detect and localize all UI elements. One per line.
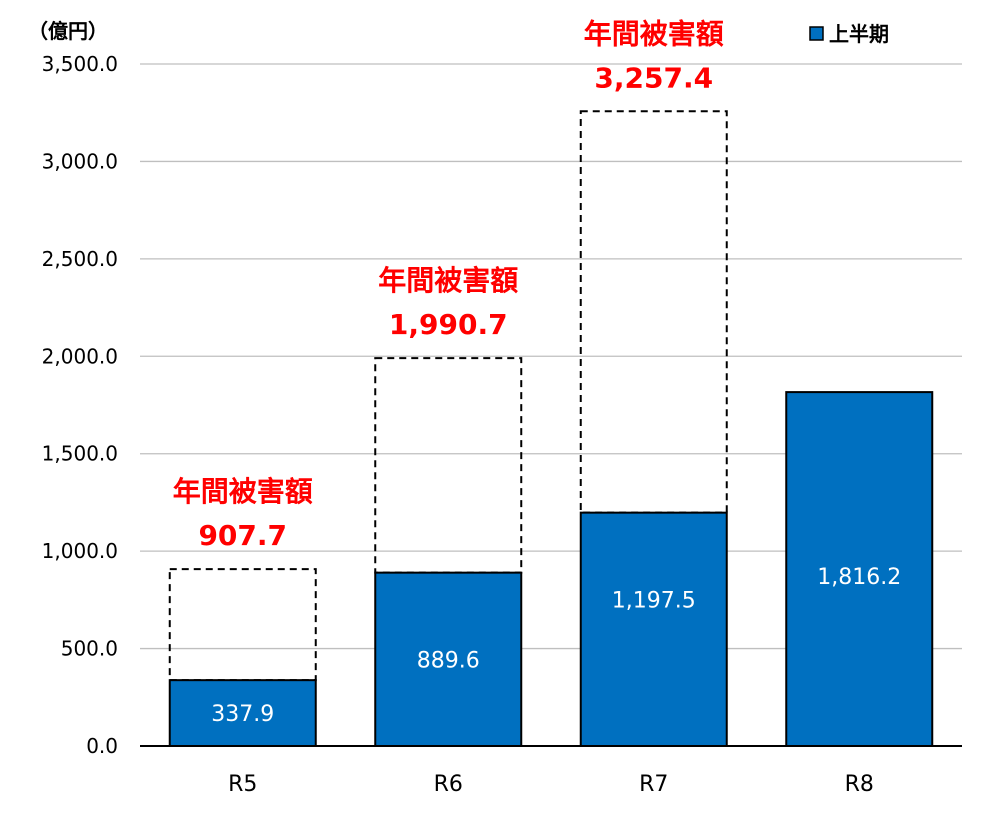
- bar-value-label: 889.6: [417, 649, 480, 674]
- x-tick-label: R5: [228, 772, 257, 797]
- annual-total-value: 907.7: [198, 519, 287, 552]
- legend: 上半期: [809, 22, 889, 46]
- x-tick-label: R7: [639, 772, 668, 797]
- bar: [579, 511, 728, 747]
- y-tick-label: 0.0: [86, 734, 118, 758]
- y-tick-label: 2,000.0: [42, 344, 118, 368]
- annual-total-label: 年間被害額: [173, 475, 313, 508]
- y-unit-label: （億円）: [28, 19, 108, 43]
- y-axis-ticks: 0.0 500.0 1,000.0 1,500.0 2,000.0 2,500.0 3,00…: [42, 52, 118, 758]
- bar-value-label: 1,816.2: [817, 565, 901, 590]
- annual-total-box: [168, 568, 317, 682]
- bars: 337.9 889.6 1,197.5 1,816.2: [140, 110, 962, 748]
- annual-total-box: [579, 110, 728, 514]
- bar: [374, 571, 523, 747]
- bar-value-label: 1,197.5: [612, 589, 696, 614]
- annotations: 年間被害額 907.7 年間被害額 1,990.7 年間被害額 3,257.4: [173, 17, 724, 552]
- annual-total-box: [374, 357, 523, 574]
- annual-total-label: 年間被害額: [378, 264, 518, 297]
- y-tick-label: 3,500.0: [42, 52, 118, 76]
- bar-value-label: 337.9: [211, 702, 274, 727]
- y-tick-label: 2,500.0: [42, 247, 118, 271]
- grid-lines: [140, 63, 962, 650]
- annual-total-value: 3,257.4: [594, 61, 713, 94]
- y-tick-label: 500.0: [61, 637, 118, 661]
- y-tick-label: 1,000.0: [42, 539, 118, 563]
- x-tick-label: R8: [845, 772, 874, 797]
- annual-total-value: 1,990.7: [389, 308, 508, 341]
- legend-swatch: [809, 26, 824, 41]
- annual-total-label: 年間被害額: [584, 17, 724, 50]
- bar: [785, 391, 934, 747]
- y-tick-label: 1,500.0: [42, 442, 118, 466]
- x-axis-ticks: R5 R6 R7 R8: [228, 772, 874, 797]
- legend-label: 上半期: [829, 22, 889, 46]
- x-tick-label: R6: [434, 772, 463, 797]
- y-tick-label: 3,000.0: [42, 149, 118, 173]
